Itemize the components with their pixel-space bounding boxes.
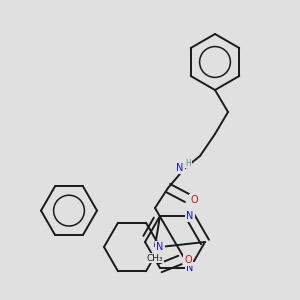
Text: H: H [185,158,191,167]
Text: N: N [186,211,194,221]
Text: N: N [176,163,184,173]
Text: N: N [186,263,194,273]
Text: O: O [184,255,192,265]
Text: CH₃: CH₃ [147,254,163,262]
Text: N: N [156,242,164,252]
Text: O: O [190,195,198,205]
